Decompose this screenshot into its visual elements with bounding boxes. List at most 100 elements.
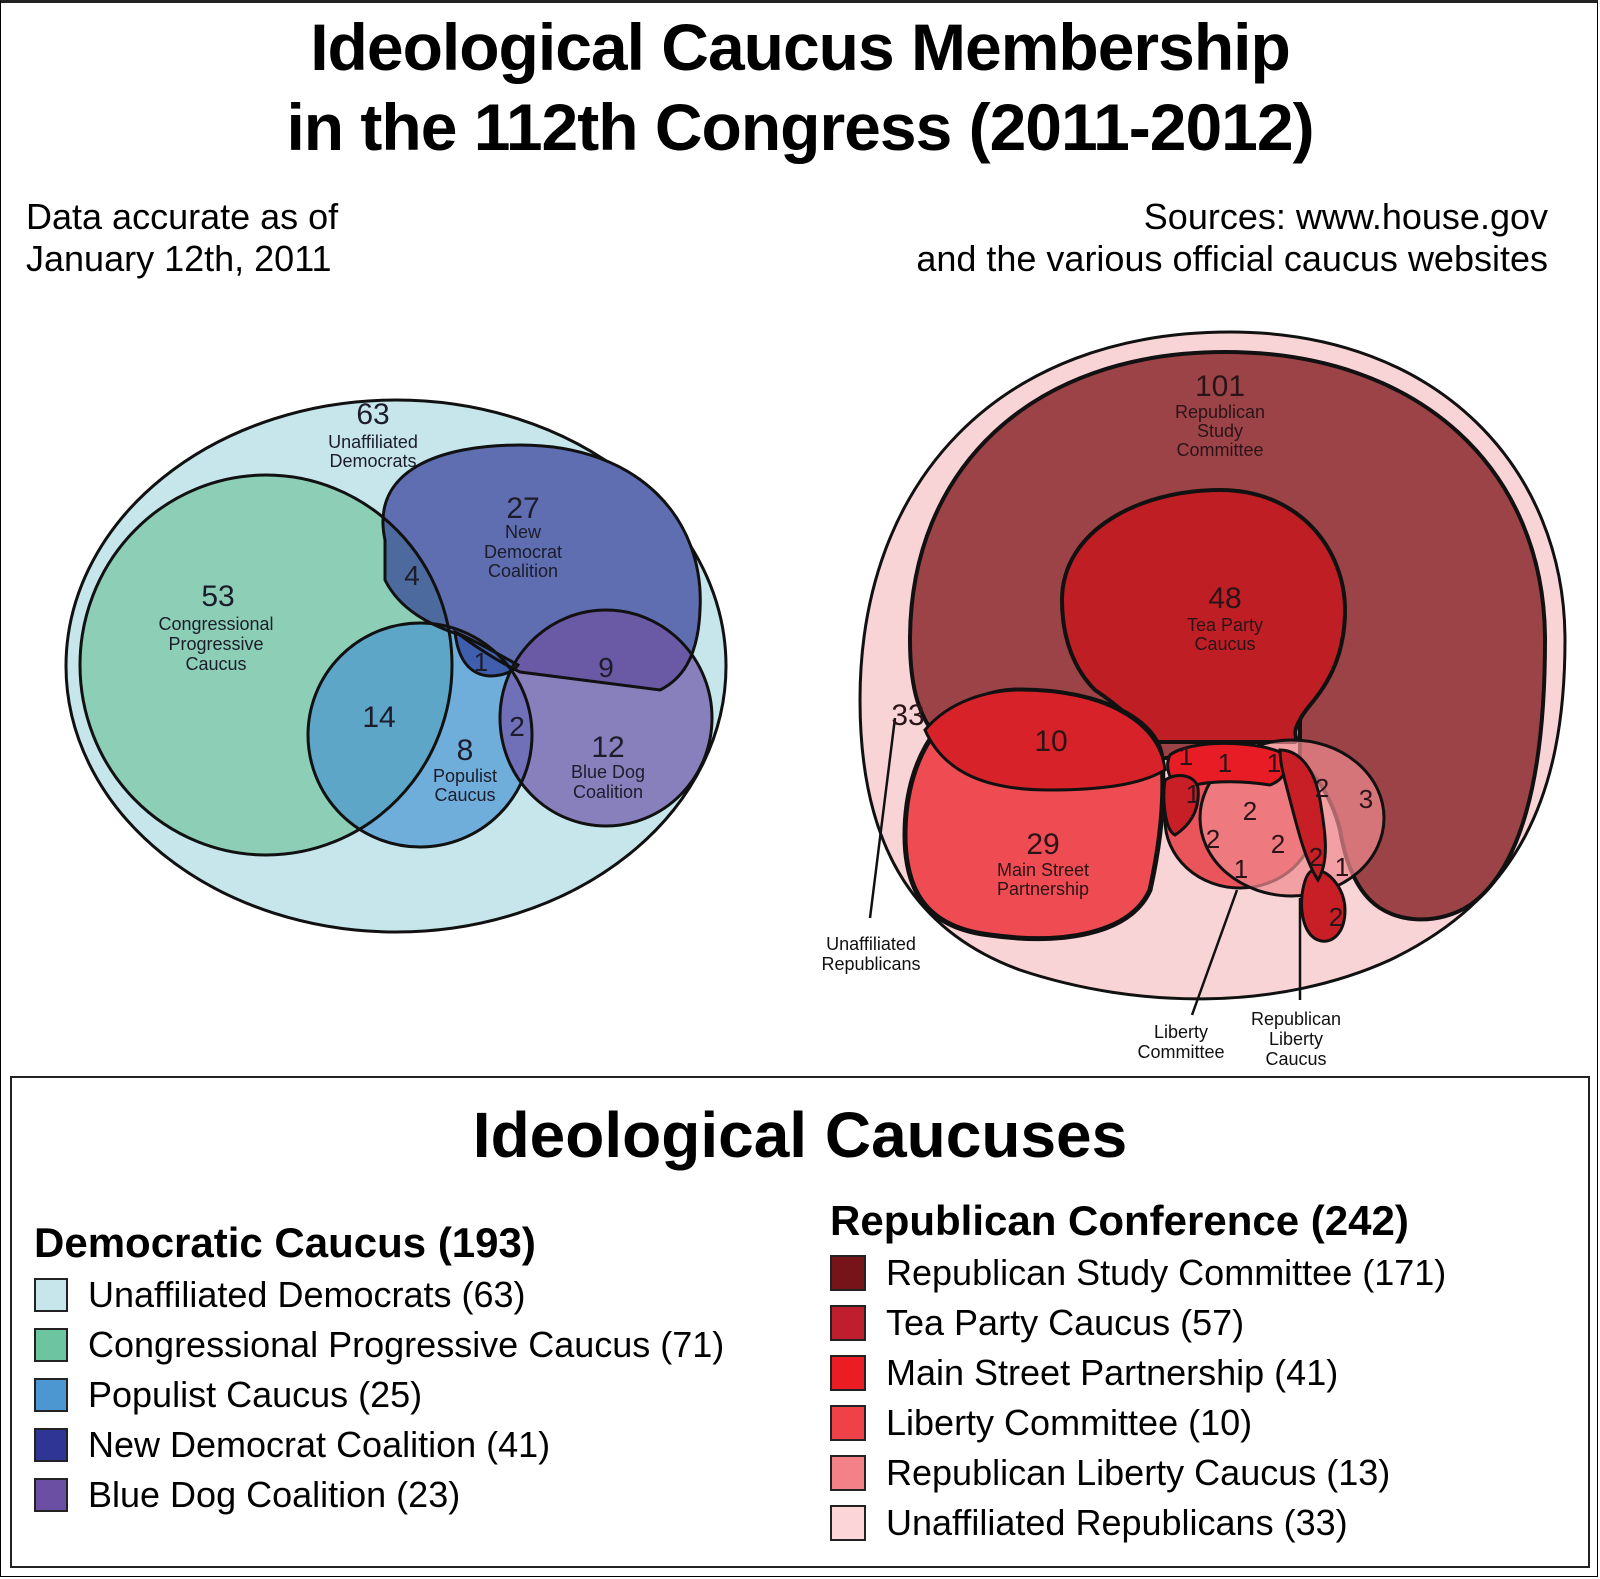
study-main-street-count: 10 [1034,725,1067,758]
svg-text:Coalition: Coalition [488,561,558,581]
svg-text:Democrat: Democrat [484,542,562,562]
legend-title: Ideological Caucuses [472,1099,1128,1171]
color-swatch-icon [830,1405,866,1441]
legend-item-blue-dog-coalition: Blue Dog Coalition (23) [34,1470,724,1520]
svg-text:Republicans: Republicans [821,954,920,974]
svg-text:Progressive: Progressive [168,634,263,654]
progressive-populist-count: 14 [362,701,395,734]
populist-caucus-count: 8 [457,734,474,767]
svg-text:Study: Study [1197,421,1243,441]
color-swatch-icon [34,1378,68,1412]
color-swatch-icon [830,1305,866,1341]
legend-item-progressive-caucus: Congressional Progressive Caucus (71) [34,1320,724,1370]
legend-item-liberty-committee: Liberty Committee (10) [830,1398,1446,1448]
color-swatch-icon [34,1328,68,1362]
study-main-street-overlap [923,688,1167,792]
color-swatch-icon [34,1428,68,1462]
svg-text:2: 2 [1271,829,1285,859]
progressive-populist-overlap [308,623,452,847]
legend-item-main-street-partnership: Main Street Partnership (41) [830,1348,1446,1398]
unaffiliated-democrats-count: 63 [356,398,389,431]
svg-text:Caucus: Caucus [1194,634,1255,654]
main-street-count: 29 [1026,828,1059,861]
svg-text:3: 3 [1359,784,1373,814]
unaffiliated-republicans-callout: Unaffiliated [826,934,916,954]
teardrop-overlap [1300,868,1347,943]
republican-conference-heading: Republican Conference (242) [830,1197,1409,1244]
svg-text:Caucus: Caucus [185,654,246,674]
populist-blue-dog-count: 2 [509,711,525,742]
blue-dog-count: 12 [591,731,624,764]
study-committee-label: Republican [1175,402,1265,422]
tea-liberty-caucus-band [1278,748,1327,883]
new-democrat-label: New [505,522,542,542]
republican-liberty-callout: Republican [1251,1009,1341,1029]
legend-item-republican-liberty-caucus: Republican Liberty Caucus (13) [830,1448,1446,1498]
svg-text:1: 1 [1179,741,1193,771]
progressive-new-democrat-count: 4 [404,560,420,591]
populist-new-democrat-count: 1 [474,647,488,677]
svg-text:1: 1 [1267,748,1281,778]
page-title-line-1: Ideological Caucus Membership [310,10,1291,84]
svg-text:Committee: Committee [1137,1042,1224,1062]
color-swatch-icon [34,1278,68,1312]
svg-text:2: 2 [1329,902,1343,932]
page-title-line-2: in the 112th Congress (2011-2012) [286,90,1314,164]
svg-text:2: 2 [1309,842,1323,872]
main-street-label: Main Street [997,860,1089,880]
color-swatch-icon [830,1455,866,1491]
svg-text:1: 1 [1335,852,1349,882]
legend-item-tea-party-caucus: Tea Party Caucus (57) [830,1298,1446,1348]
tea-party-label: Tea Party [1187,615,1263,635]
blue-dog-label: Blue Dog [571,762,645,782]
data-date-line-2: January 12th, 2011 [26,238,332,279]
color-swatch-icon [34,1478,68,1512]
new-democrat-blue-dog-overlap [500,610,701,690]
tea-party-count: 48 [1208,582,1241,615]
unaffiliated-callout-line [868,717,897,919]
democratic-caucus-heading: Democratic Caucus (193) [34,1219,536,1266]
svg-text:2: 2 [1243,796,1257,826]
liberty-committee-callout-line [1190,889,1239,1016]
sources-note: Sources: www.house.gov and the various o… [916,196,1548,280]
svg-text:Partnership: Partnership [997,879,1089,899]
small-overlap-counts: 1 1 1 1 2 2 2 2 2 1 1 3 2 [1179,741,1373,932]
legend-item-populist-caucus: Populist Caucus (25) [34,1370,724,1420]
tea-liberty-overlap [1162,774,1200,837]
legend-item-new-democrat-coalition: New Democrat Coalition (41) [34,1420,724,1470]
democratic-legend: Democratic Caucus (193) Unaffiliated Dem… [34,1218,724,1520]
svg-text:Liberty: Liberty [1269,1029,1323,1049]
legend-box: Ideological Caucuses Democratic Caucus (… [10,1076,1590,1568]
svg-text:Caucus: Caucus [1265,1049,1326,1069]
populist-caucus-label: Populist [433,766,497,786]
legend-item-unaffiliated-democrats: Unaffiliated Democrats (63) [34,1270,724,1320]
unaffiliated-democrats-label: Unaffiliated [328,432,418,452]
new-democrat-blue-dog-count: 9 [598,652,614,683]
svg-text:2: 2 [1315,773,1329,803]
svg-text:Democrats: Democrats [329,451,416,471]
republican-legend: Republican Conference (242) Republican S… [830,1196,1446,1548]
color-swatch-icon [830,1255,866,1291]
data-date-note: Data accurate as of January 12th, 2011 [26,196,338,280]
progressive-caucus-label: Congressional [158,614,273,634]
svg-text:Caucus: Caucus [434,785,495,805]
svg-text:1: 1 [1218,748,1232,778]
svg-text:1: 1 [1186,779,1200,809]
svg-text:Coalition: Coalition [573,782,643,802]
color-swatch-icon [830,1355,866,1391]
new-democrat-count: 27 [506,492,539,525]
svg-text:Committee: Committee [1176,440,1263,460]
data-date-line-1: Data accurate as of [26,196,339,237]
liberty-committee-callout: Liberty [1154,1022,1208,1042]
color-swatch-icon [830,1505,866,1541]
sources-line-1: Sources: www.house.gov [1143,196,1548,237]
sources-line-2: and the various official caucus websites [916,238,1548,279]
svg-text:1: 1 [1234,854,1248,884]
legend-item-unaffiliated-republicans: Unaffiliated Republicans (33) [830,1498,1446,1548]
study-committee-count: 101 [1195,370,1245,403]
legend-item-republican-study-committee: Republican Study Committee (171) [830,1248,1446,1298]
progressive-caucus-count: 53 [201,580,234,613]
